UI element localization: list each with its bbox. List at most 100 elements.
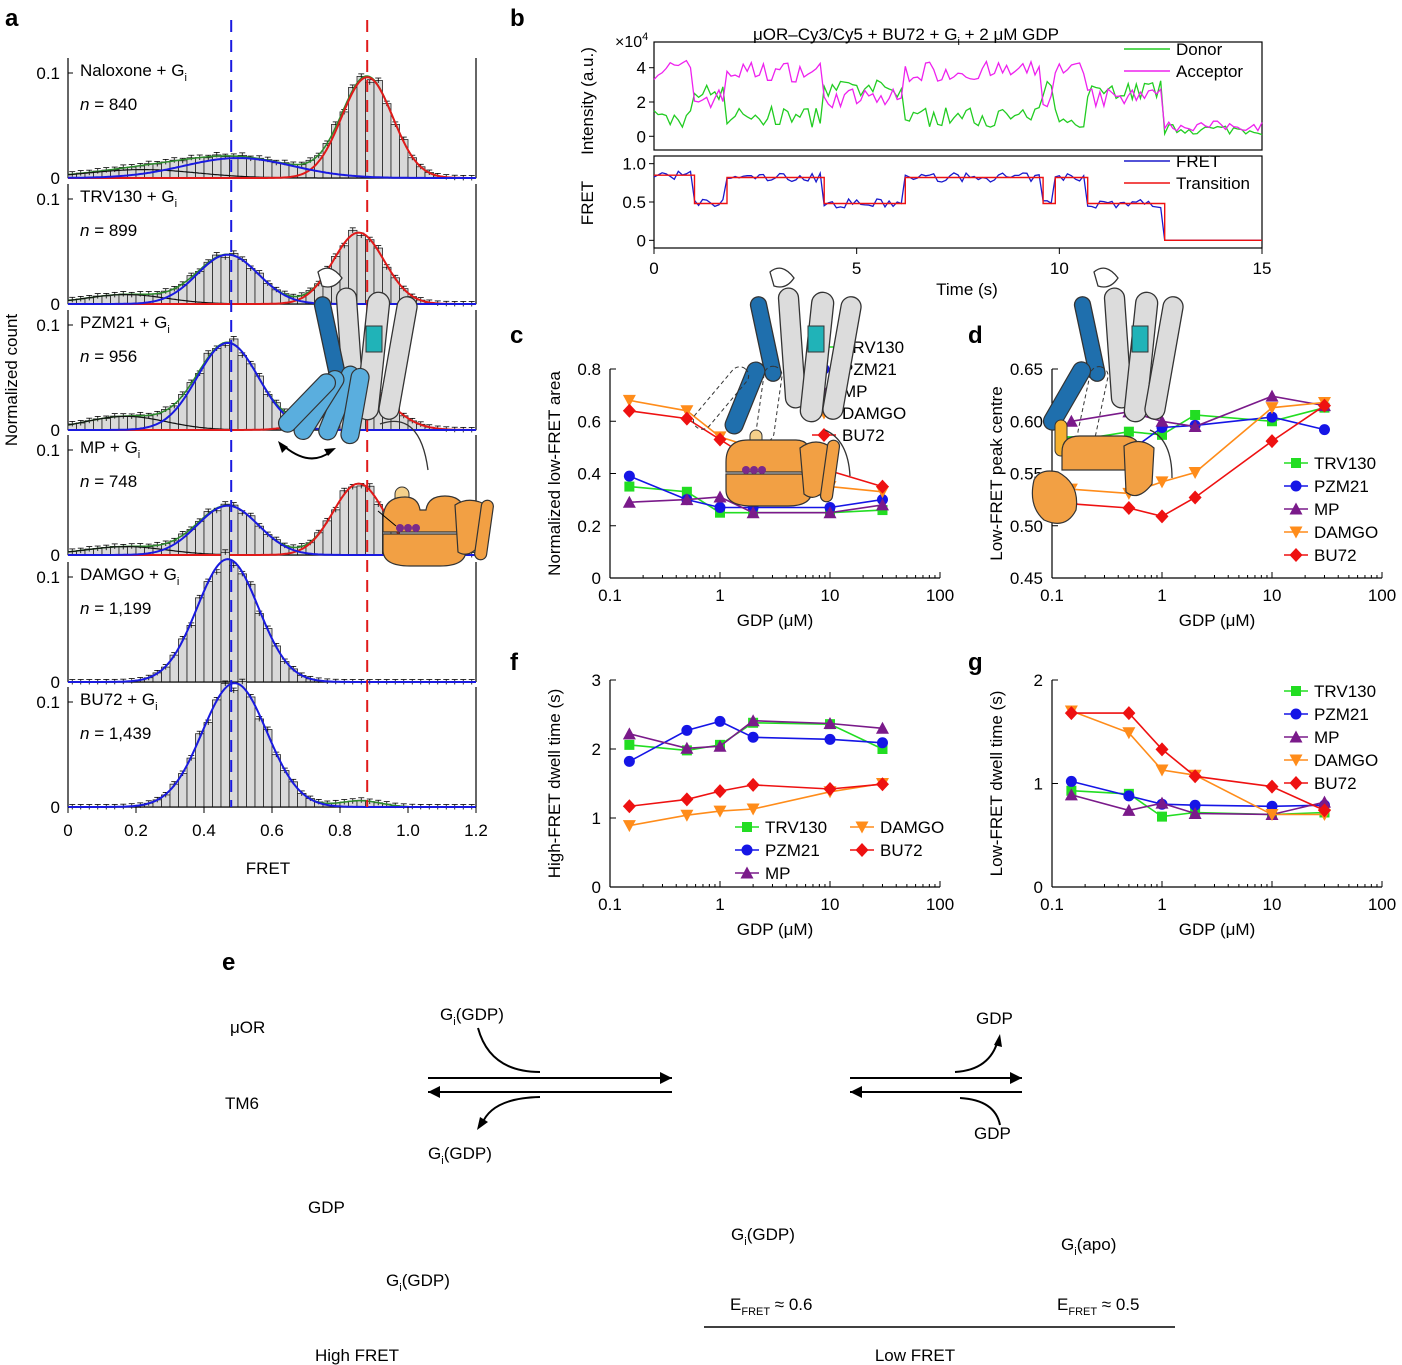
x-tick-label: 1 — [715, 586, 724, 605]
marker-triangle-up — [680, 741, 694, 754]
legend-label-damgo: DAMGO — [1314, 523, 1378, 542]
histogram-bar — [390, 124, 400, 179]
y-tick-label: 1.0 — [622, 155, 646, 174]
panel-b-xlabel: Time (s) — [936, 280, 998, 299]
histogram-bar — [263, 159, 273, 179]
histogram-bar — [237, 354, 247, 431]
x-tick-label: 10 — [821, 586, 840, 605]
histogram-bar — [382, 103, 392, 179]
y-tick-label: 2 — [637, 93, 646, 112]
panel-a-ylabel: Normalized count — [2, 314, 21, 447]
x-tick-label: 1.0 — [396, 821, 420, 840]
marker-circle — [1290, 480, 1302, 492]
histogram-bar — [203, 581, 213, 683]
equilibrium-arrows-2 — [850, 1034, 1022, 1126]
x-tick-label: 1.2 — [464, 821, 488, 840]
x-axis-label: GDP (μM) — [737, 920, 814, 939]
x-tick-label: 100 — [1368, 895, 1396, 914]
histogram-condition-label: BU72 + Gi — [80, 690, 158, 713]
panel-letter-g: g — [968, 649, 983, 676]
histogram-bar — [220, 683, 230, 808]
histogram-bar — [220, 256, 230, 305]
top-axes-frame — [653, 41, 1263, 151]
marker-square — [624, 481, 635, 492]
panel-e-schematic — [277, 267, 1184, 1328]
panel-letter-f: f — [510, 649, 519, 676]
low-fret-fit-curve — [68, 558, 476, 683]
label-low-fret: Low FRET — [875, 1346, 955, 1365]
histogram-bar — [237, 681, 247, 808]
panel-a-xlabel: FRET — [246, 859, 290, 878]
histogram-bar — [178, 160, 188, 179]
marker-triangle-up — [823, 506, 837, 519]
histogram-n-label: n = 956 — [80, 347, 137, 366]
marker-triangle-up — [746, 506, 760, 519]
marker-diamond — [1188, 490, 1202, 505]
marker-circle — [741, 844, 753, 856]
marker-triangle-up — [713, 739, 727, 752]
label-tm6: TM6 — [225, 1094, 259, 1113]
x-tick-label: 10 — [821, 895, 840, 914]
marker-triangle-up — [1155, 414, 1169, 427]
legend-label-mp: MP — [842, 382, 868, 401]
low-fret-fit-curve — [68, 157, 476, 179]
y-tick-label: 0.6 — [577, 412, 601, 431]
marker-triangle-up — [875, 498, 889, 511]
y-tick-label: 0.45 — [1010, 569, 1043, 588]
label-efret-mid: EFRET ≈ 0.6 — [730, 1295, 813, 1318]
marker-diamond — [713, 432, 727, 447]
panel-f-chart: 0 1 2 3 0.1 1 10 100 GDP (μM) High-FRET dwell tim… — [545, 671, 954, 939]
x-tick-label: 0.1 — [1040, 586, 1064, 605]
marker-diamond — [817, 428, 831, 442]
y-tick-label: 0 — [1034, 878, 1043, 897]
marker-triangle-up — [746, 714, 760, 727]
marker-diamond — [1289, 776, 1303, 790]
histogram-bar — [254, 525, 264, 556]
series-line-damgo — [1071, 710, 1325, 816]
marker-diamond — [1155, 742, 1169, 757]
marker-square — [742, 822, 752, 832]
marker-diamond — [622, 403, 636, 418]
legend-label-damgo: DAMGO — [880, 818, 944, 837]
marker-square — [877, 744, 888, 754]
marker-circle — [824, 733, 836, 745]
x-tick-label: 10 — [1263, 586, 1282, 605]
marker-triangle-up — [1317, 795, 1331, 808]
histogram-bar — [339, 490, 349, 556]
histogram-bar — [220, 503, 230, 556]
legend-label-trv130: TRV130 — [1314, 682, 1376, 701]
label-efret-right: EFRET ≈ 0.5 — [1057, 1295, 1140, 1318]
panel-letter-d: d — [968, 322, 983, 349]
marker-triangle-up — [1265, 389, 1279, 402]
low-fret-fit-curve — [68, 341, 476, 431]
series-line-bu72 — [1071, 404, 1325, 518]
histogram-bar — [254, 613, 264, 683]
marker-triangle-up — [622, 727, 636, 740]
equilibrium-arrows-1 — [428, 1027, 672, 1130]
y-tick-label: 0.1 — [36, 441, 60, 460]
marker-triangle-up — [1188, 419, 1202, 432]
bottom-legend-label: Transition — [1176, 174, 1250, 193]
marker-square — [1157, 811, 1167, 822]
histogram-bar — [246, 363, 256, 431]
x-tick-label: 10 — [1050, 259, 1069, 278]
x-tick-label: 100 — [1368, 586, 1396, 605]
marker-triangle-down — [746, 803, 760, 816]
histogram-bar — [373, 504, 383, 556]
panel-b-traces: 0 2 4 0 0.5 1.0 0 5 10 15 Donor Acceptor FRET Transit… — [622, 40, 1271, 278]
histogram-bar — [237, 573, 247, 683]
histogram-bar — [348, 486, 358, 556]
x-tick-label: 100 — [926, 586, 954, 605]
y-tick-label: 0 — [637, 127, 646, 146]
y-tick-label: 2 — [592, 740, 601, 759]
marker-diamond — [875, 777, 889, 792]
marker-diamond — [1064, 706, 1078, 721]
histogram-n-label: n = 899 — [80, 221, 137, 240]
label-gi-in: Gi(GDP) — [440, 1005, 504, 1028]
x-tick-label: 0.1 — [1040, 895, 1064, 914]
bottom-legend-label: FRET — [1176, 152, 1220, 171]
marker-triangle-up — [823, 716, 837, 729]
series-line-pzm21 — [1071, 780, 1325, 808]
